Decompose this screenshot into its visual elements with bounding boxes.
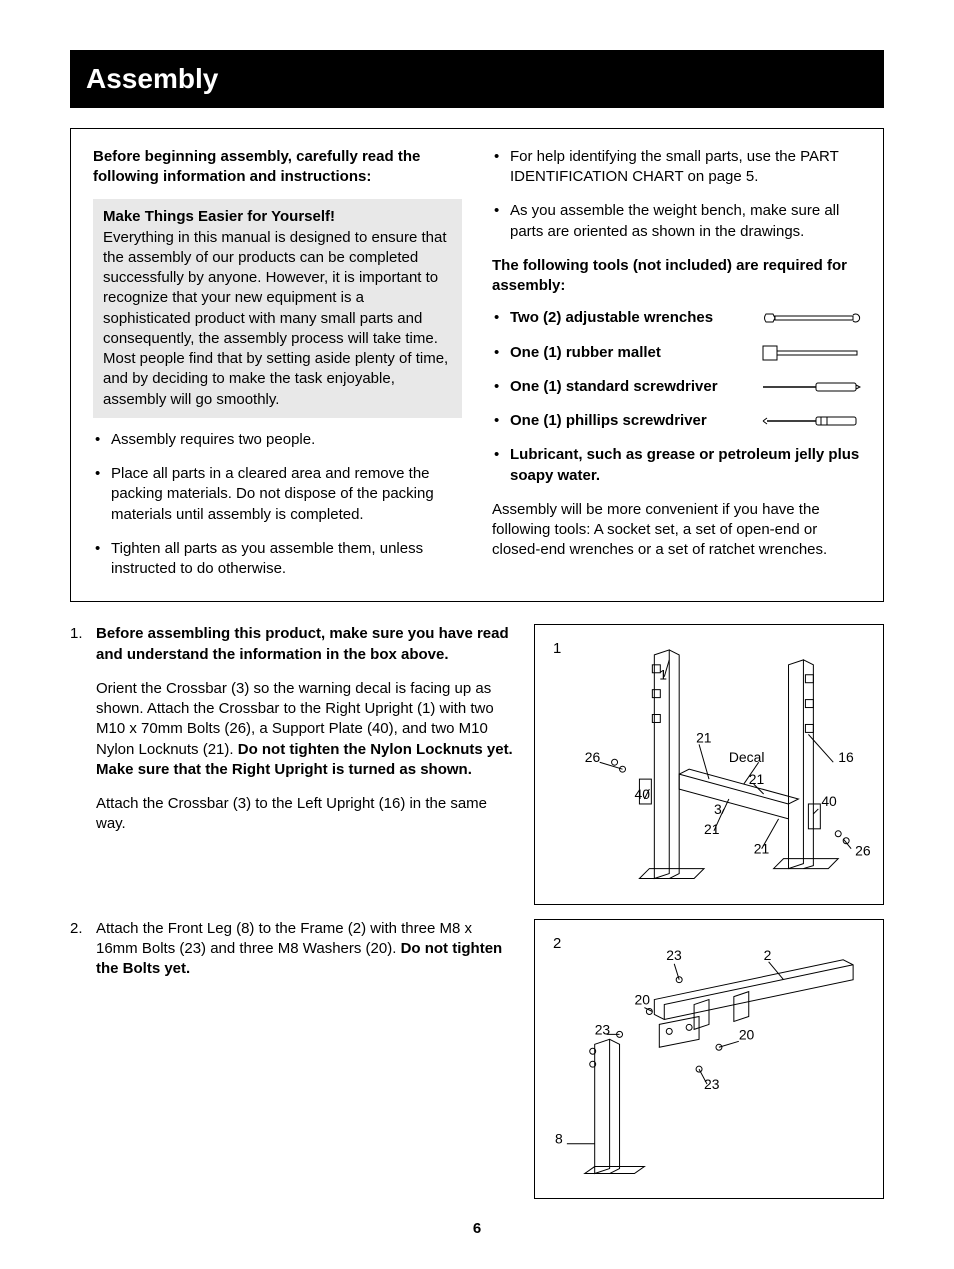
page-number: 6 bbox=[70, 1219, 884, 1239]
diagram-label: 21 bbox=[704, 821, 720, 837]
tool-item: One (1) phillips screwdriver bbox=[492, 411, 861, 431]
tool-item: Lubricant, such as grease or petroleum j… bbox=[492, 445, 861, 486]
step-body: Attach the Front Leg (8) to the Frame (2… bbox=[96, 919, 514, 1199]
diagram-label: 40 bbox=[821, 793, 837, 809]
step-1: 1. Before assembling this product, make … bbox=[70, 624, 884, 904]
step1-p1: Before assembling this product, make sur… bbox=[96, 625, 509, 662]
tool-item: Two (2) adjustable wrenches bbox=[492, 308, 861, 328]
tool-label: One (1) phillips screwdriver bbox=[510, 411, 753, 431]
diagram-label: 3 bbox=[714, 801, 722, 817]
gray-heading: Make Things Easier for Yourself! bbox=[103, 208, 335, 225]
step-2-text: 2. Attach the Front Leg (8) to the Frame… bbox=[70, 919, 514, 1199]
diagram-label: 23 bbox=[595, 1021, 611, 1037]
gray-callout: Make Things Easier for Yourself! Everyth… bbox=[93, 199, 462, 418]
left-bullet: Place all parts in a cleared area and re… bbox=[93, 464, 462, 525]
diagram-label: 40 bbox=[634, 786, 650, 802]
tool-label: Lubricant, such as grease or petroleum j… bbox=[510, 445, 861, 486]
step-2-diagram: 23 2 20 23 20 23 8 2 bbox=[534, 919, 884, 1199]
diagram-label: 23 bbox=[666, 947, 682, 963]
intro-text: Before beginning assembly, carefully rea… bbox=[93, 147, 462, 188]
diagram-label: 21 bbox=[754, 841, 770, 857]
right-bullet: For help identifying the small parts, us… bbox=[492, 147, 861, 188]
diagram-2-svg: 23 2 20 23 20 23 8 2 bbox=[545, 930, 873, 1188]
diagram-label: 20 bbox=[634, 991, 650, 1007]
tools-heading: The following tools (not included) are r… bbox=[492, 256, 861, 297]
phillips-screwdriver-icon bbox=[761, 412, 861, 430]
diagram-label: Decal bbox=[729, 750, 765, 766]
page-header: Assembly bbox=[70, 50, 884, 108]
step-2: 2. Attach the Front Leg (8) to the Frame… bbox=[70, 919, 884, 1199]
step-number: 1. bbox=[70, 624, 96, 904]
info-left-column: Before beginning assembly, carefully rea… bbox=[93, 147, 462, 580]
diagram-label: 1 bbox=[659, 667, 667, 683]
tools-footer: Assembly will be more convenient if you … bbox=[492, 500, 861, 561]
tool-label: One (1) rubber mallet bbox=[510, 343, 753, 363]
gray-body: Everything in this manual is designed to… bbox=[103, 229, 448, 408]
step-body: Before assembling this product, make sur… bbox=[96, 624, 514, 904]
tool-label: One (1) standard screwdriver bbox=[510, 377, 753, 397]
wrench-icon bbox=[761, 309, 861, 327]
left-bullet: Tighten all parts as you assemble them, … bbox=[93, 539, 462, 580]
diagram-label: 23 bbox=[704, 1076, 720, 1092]
diagram-label: 26 bbox=[585, 750, 601, 766]
step1-p3: Attach the Crossbar (3) to the Left Upri… bbox=[96, 795, 487, 832]
diagram-label: 21 bbox=[749, 771, 765, 787]
diagram-label: 26 bbox=[855, 843, 871, 859]
step-number: 2. bbox=[70, 919, 96, 1199]
diagram-1-svg: 1 26 21 Decal 16 40 21 40 21 3 21 26 1 bbox=[545, 635, 873, 893]
diagram-label: 16 bbox=[838, 750, 854, 766]
right-bullet-list: For help identifying the small parts, us… bbox=[492, 147, 861, 242]
diagram-label: 2 bbox=[764, 947, 772, 963]
mallet-icon bbox=[761, 344, 861, 362]
tool-item: One (1) standard screwdriver bbox=[492, 377, 861, 397]
step-1-text: 1. Before assembling this product, make … bbox=[70, 624, 514, 904]
left-bullet: Assembly requires two people. bbox=[93, 430, 462, 450]
tool-item: One (1) rubber mallet bbox=[492, 343, 861, 363]
diagram-label: 8 bbox=[555, 1130, 563, 1146]
diagram-corner-label: 2 bbox=[553, 936, 561, 952]
left-bullet-list: Assembly requires two people. Place all … bbox=[93, 430, 462, 580]
step-1-diagram: 1 26 21 Decal 16 40 21 40 21 3 21 26 1 bbox=[534, 624, 884, 904]
tool-label: Two (2) adjustable wrenches bbox=[510, 308, 753, 328]
info-right-column: For help identifying the small parts, us… bbox=[492, 147, 861, 580]
info-box: Before beginning assembly, carefully rea… bbox=[70, 128, 884, 603]
flat-screwdriver-icon bbox=[761, 378, 861, 396]
tool-list: Two (2) adjustable wrenches One (1) rubb… bbox=[492, 308, 861, 486]
diagram-corner-label: 1 bbox=[553, 641, 561, 657]
diagram-label: 20 bbox=[739, 1026, 755, 1042]
diagram-label: 21 bbox=[696, 730, 712, 746]
right-bullet: As you assemble the weight bench, make s… bbox=[492, 201, 861, 242]
